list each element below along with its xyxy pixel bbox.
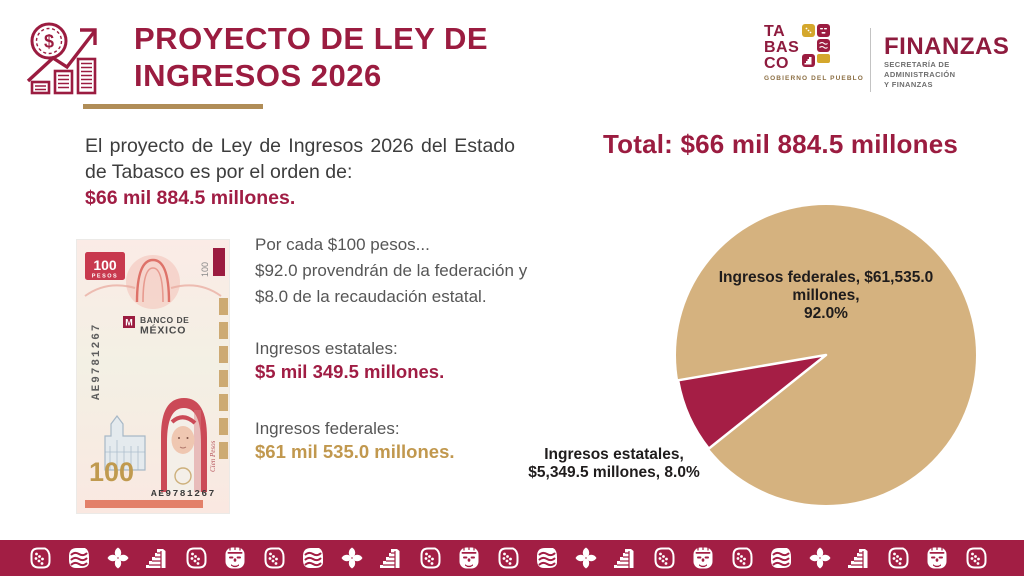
pie-slice-estatales (676, 353, 828, 450)
per-hundred-line-1: Por cada $100 pesos... (255, 235, 430, 254)
income-growth-icon-svg: $ (26, 22, 97, 95)
banknote-edge-blocks (219, 298, 228, 459)
estatales-slice-label: Ingresos estatales, $5,349.5 millones, 8… (500, 446, 728, 482)
estatales-label-line-2: $5,349.5 millones, 8.0% (528, 464, 700, 481)
per-hundred-block: Por cada $100 pesos... $92.0 provendrán … (255, 232, 535, 310)
svg-text:$: $ (44, 32, 54, 52)
flower-icon (105, 545, 131, 571)
banknote-bank-line-1: BANCO DE (140, 315, 189, 325)
banknote-portrait (161, 398, 207, 492)
pyramid-icon (378, 545, 404, 571)
logo-tagline: GOBIERNO DEL PUEBLO (764, 75, 864, 82)
banknote-serial-vertical: AE9781267 (91, 323, 103, 400)
cacao-pod-icon (417, 545, 443, 571)
banknote-glow (126, 255, 180, 309)
banknote-serial-bottom: AE9781267 (151, 488, 216, 499)
olmec-head-icon (456, 545, 482, 571)
svg-text:M: M (125, 318, 133, 328)
cacao-pod-icon (885, 545, 911, 571)
banknote-bottom-strip (85, 500, 203, 508)
title-line-1: PROYECTO DE LEY DE (134, 21, 489, 56)
footer-border (0, 540, 1024, 576)
waves-icon (300, 545, 326, 571)
flower-icon (339, 545, 365, 571)
pyramid-icon (802, 54, 816, 67)
federales-slice-label: Ingresos federales, $61,535.0 millones, … (654, 269, 998, 323)
agency-name: FINANZAS (884, 33, 1010, 60)
finanzas-block: FINANZAS SECRETARÍA DE ADMINISTRACIÓN Y … (884, 35, 1020, 90)
waves-icon (66, 545, 92, 571)
pyramid-icon (612, 545, 638, 571)
federales-label-line-1: Ingresos federales, $61,535.0 (718, 269, 934, 286)
cacao-pod-icon (802, 24, 816, 37)
federales-label-line-2: millones, (792, 287, 860, 304)
breakdown-column: Por cada $100 pesos... $92.0 provendrán … (255, 232, 535, 463)
banco-de-mexico-logo (123, 316, 135, 328)
estatales-label: Ingresos estatales: (255, 339, 398, 358)
cacao-pod-icon (495, 545, 521, 571)
logo-divider (870, 28, 871, 92)
banknote-bank-line-2: MÉXICO (140, 324, 186, 337)
banknote-cathedral (104, 415, 146, 471)
intro-paragraph: El proyecto de Ley de Ingresos 2026 del … (85, 133, 515, 211)
agency-sub-line-2: Y FINANZAS (884, 80, 933, 89)
footer-pattern (0, 545, 989, 571)
title-underline (83, 104, 263, 109)
olmec-head-icon (690, 545, 716, 571)
per-hundred-line-3: $8.0 de la recaudación estatal. (255, 287, 487, 306)
estatales-block: Ingresos estatales: $5 mil 349.5 millone… (255, 339, 535, 383)
title-line-2: INGRESOS 2026 (134, 58, 382, 93)
tabasco-wordmark: TA BAS CO (764, 24, 1020, 72)
flower-icon (573, 545, 599, 571)
olmec-head-icon (924, 545, 950, 571)
pie-chart (676, 205, 976, 505)
banknote-corner-unit: PESOS (92, 274, 118, 280)
intro-amount: $66 mil 884.5 millones. (85, 187, 296, 209)
gold-block-icon (817, 54, 831, 63)
cacao-pod-icon (183, 545, 209, 571)
tabasco-word-bas: BAS (764, 39, 800, 56)
olmec-head-icon (817, 24, 831, 37)
tabasco-word-ta: TA (764, 23, 786, 40)
cacao-pod-icon (651, 545, 677, 571)
cacao-pod-icon (27, 545, 53, 571)
tabasco-word-co: CO (764, 55, 789, 72)
banknote-denomination-badge (85, 252, 125, 280)
estatales-label-line-1: Ingresos estatales, (544, 446, 684, 463)
federales-label: Ingresos federales: (255, 419, 400, 438)
banknote-big-value: 100 (89, 457, 134, 487)
total-heading: Total: $66 mil 884.5 millones (603, 129, 959, 159)
tabasco-glyph-squares (802, 24, 831, 72)
tabasco-finanzas-logo: TA BAS CO GOBIERNO DEL PUEBLO FINANZAS S… (764, 24, 1020, 102)
cacao-pod-icon (963, 545, 989, 571)
waves-icon (534, 545, 560, 571)
banknote-image: 100 PESOS 100 M BANCO DE MÉXICO AE978126… (77, 240, 229, 513)
waves-icon (768, 545, 794, 571)
income-growth-icon: $ (24, 16, 106, 98)
federales-label-line-3: 92.0% (804, 305, 848, 322)
pyramid-icon (846, 545, 872, 571)
estatales-amount: $5 mil 349.5 millones. (255, 361, 445, 382)
federales-amount: $61 mil 535.0 millones. (255, 441, 455, 462)
flower-icon (807, 545, 833, 571)
cacao-pod-icon (729, 545, 755, 571)
page-title: PROYECTO DE LEY DE INGRESOS 2026 (134, 20, 488, 94)
federales-block: Ingresos federales: $61 mil 535.0 millon… (255, 419, 535, 463)
agency-sub-line-1: SECRETARÍA DE ADMINISTRACIÓN (884, 60, 956, 79)
banknote-corner-value: 100 (93, 257, 117, 273)
pyramid-icon (144, 545, 170, 571)
olmec-head-icon (222, 545, 248, 571)
banknote-100-pesos: 100 PESOS 100 M BANCO DE MÉXICO AE978126… (77, 240, 229, 513)
svg-text:100: 100 (200, 262, 210, 277)
per-hundred-line-2: $92.0 provendrán de la federación y (255, 261, 528, 280)
waves-icon (817, 39, 831, 52)
cacao-pod-icon (261, 545, 287, 571)
intro-text: El proyecto de Ley de Ingresos 2026 del … (85, 135, 515, 183)
banknote-denomination-text: Cien Pesos (209, 440, 217, 472)
banknote-corner-block (213, 248, 225, 276)
